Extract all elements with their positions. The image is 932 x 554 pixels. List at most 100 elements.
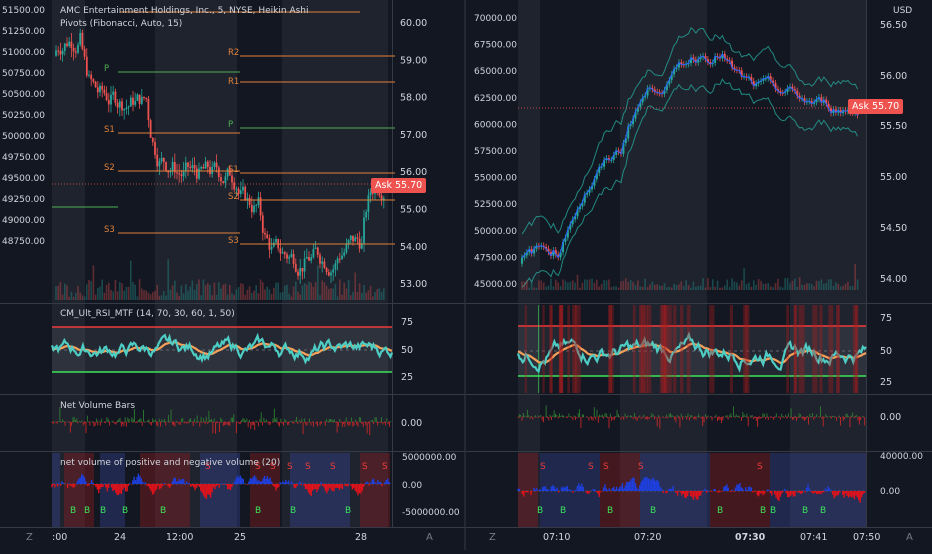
signal-marker: S (205, 462, 211, 472)
volume-bar (521, 281, 523, 290)
volume-bar (273, 287, 275, 300)
candle-body (711, 62, 714, 65)
candle-body (123, 109, 126, 111)
left-netvol-title: Net Volume Bars (60, 401, 136, 411)
volume-bar (229, 284, 231, 300)
volume-bar (363, 284, 365, 300)
rsi-signal-bar (662, 305, 666, 393)
volume-bar (171, 285, 174, 300)
rsi-signal-bar (835, 305, 840, 393)
candle-body (714, 56, 717, 63)
volume-bar (617, 287, 620, 290)
candle-body (169, 171, 172, 173)
rsi-signal-bar (855, 305, 859, 393)
volume-bar (653, 284, 656, 290)
signal-marker: B (122, 506, 128, 516)
candle-body (796, 90, 799, 96)
volume-bar (284, 285, 286, 300)
volume-bar (765, 283, 767, 290)
rsi-signal-bar (661, 305, 667, 393)
volume-bar (528, 287, 531, 290)
volume-bar (350, 295, 352, 300)
volume-bar (207, 282, 209, 300)
volume-bar (779, 286, 782, 290)
volume-bar (530, 280, 533, 290)
volume-bar (767, 283, 770, 290)
candle-body (772, 80, 775, 84)
candle-body (70, 41, 73, 49)
candle-body (846, 110, 849, 112)
session-shade (790, 304, 866, 394)
right-autoscale-button[interactable]: A (906, 532, 913, 543)
signal-marker: S (382, 462, 388, 472)
left-axis-tick: 57500.00 (474, 147, 517, 157)
signal-marker: S (270, 462, 276, 472)
volume-bar (847, 281, 849, 290)
rsi-signal-bar (679, 305, 684, 393)
volume-bar (526, 280, 528, 290)
left-axis-tick: 70000.00 (474, 14, 517, 24)
rsi-signal-bar (524, 305, 527, 393)
bollinger-lower (521, 78, 859, 288)
volume-bar (108, 282, 110, 300)
volume-bar (101, 279, 103, 300)
candle-body (581, 202, 584, 207)
rsi-signal-bar (647, 305, 652, 393)
candle-body (103, 89, 106, 94)
signal-marker: S (362, 462, 368, 472)
volume-bar (220, 288, 222, 300)
signal-marker: S (255, 462, 261, 472)
candle-body (673, 68, 676, 75)
left-axis-tick: 49000.00 (2, 216, 45, 226)
candle-body (275, 239, 277, 243)
left-axis-tick: 65000.00 (474, 67, 517, 77)
volume-bar (579, 287, 581, 290)
candle-body (363, 217, 365, 244)
volume-bar (328, 288, 330, 300)
volume-bar (352, 291, 354, 300)
volume-bar (796, 286, 799, 290)
volume-bar (246, 289, 249, 300)
candle-body (327, 272, 330, 276)
candle-body (694, 59, 697, 63)
volume-bar (59, 281, 62, 300)
candle-body (709, 62, 712, 65)
volume-bar (540, 280, 543, 290)
rsi-signal-bar (640, 305, 645, 393)
volume-bar (372, 296, 374, 300)
volume-bar (571, 280, 574, 290)
volume-bar (724, 285, 726, 290)
volume-bar (339, 279, 341, 300)
volume-bar (610, 287, 613, 290)
volume-bar (226, 294, 229, 300)
volume-bar (777, 278, 779, 290)
volume-bar (612, 286, 615, 290)
signal-marker: B (760, 506, 766, 516)
volume-bar (644, 278, 646, 290)
volume-bar (583, 279, 586, 290)
volume-bar (750, 286, 753, 290)
left-axis-tick: 60000.00 (474, 120, 517, 130)
volume-bar (125, 286, 128, 300)
volume-bar (719, 287, 721, 290)
candle-body (663, 90, 666, 94)
volume-bar (55, 286, 57, 300)
volume-bar (361, 292, 363, 300)
left-axis-tick: 49250.00 (2, 195, 45, 205)
candle-body (231, 175, 233, 183)
left-autoscale-button[interactable]: A (426, 532, 433, 543)
volume-bar (211, 295, 213, 300)
signal-marker: S (305, 462, 311, 472)
candle-body (83, 48, 86, 57)
left-zoom-button[interactable]: Z (26, 532, 33, 543)
candle-body (598, 166, 601, 173)
candle-body (290, 254, 293, 257)
rsi-signal-bar (558, 305, 563, 393)
volume-bar (152, 292, 154, 300)
candle-body (583, 194, 586, 203)
candle-body (118, 101, 121, 108)
candle-body (762, 78, 765, 81)
volume-bar (306, 284, 308, 300)
right-zoom-button[interactable]: Z (489, 532, 496, 543)
